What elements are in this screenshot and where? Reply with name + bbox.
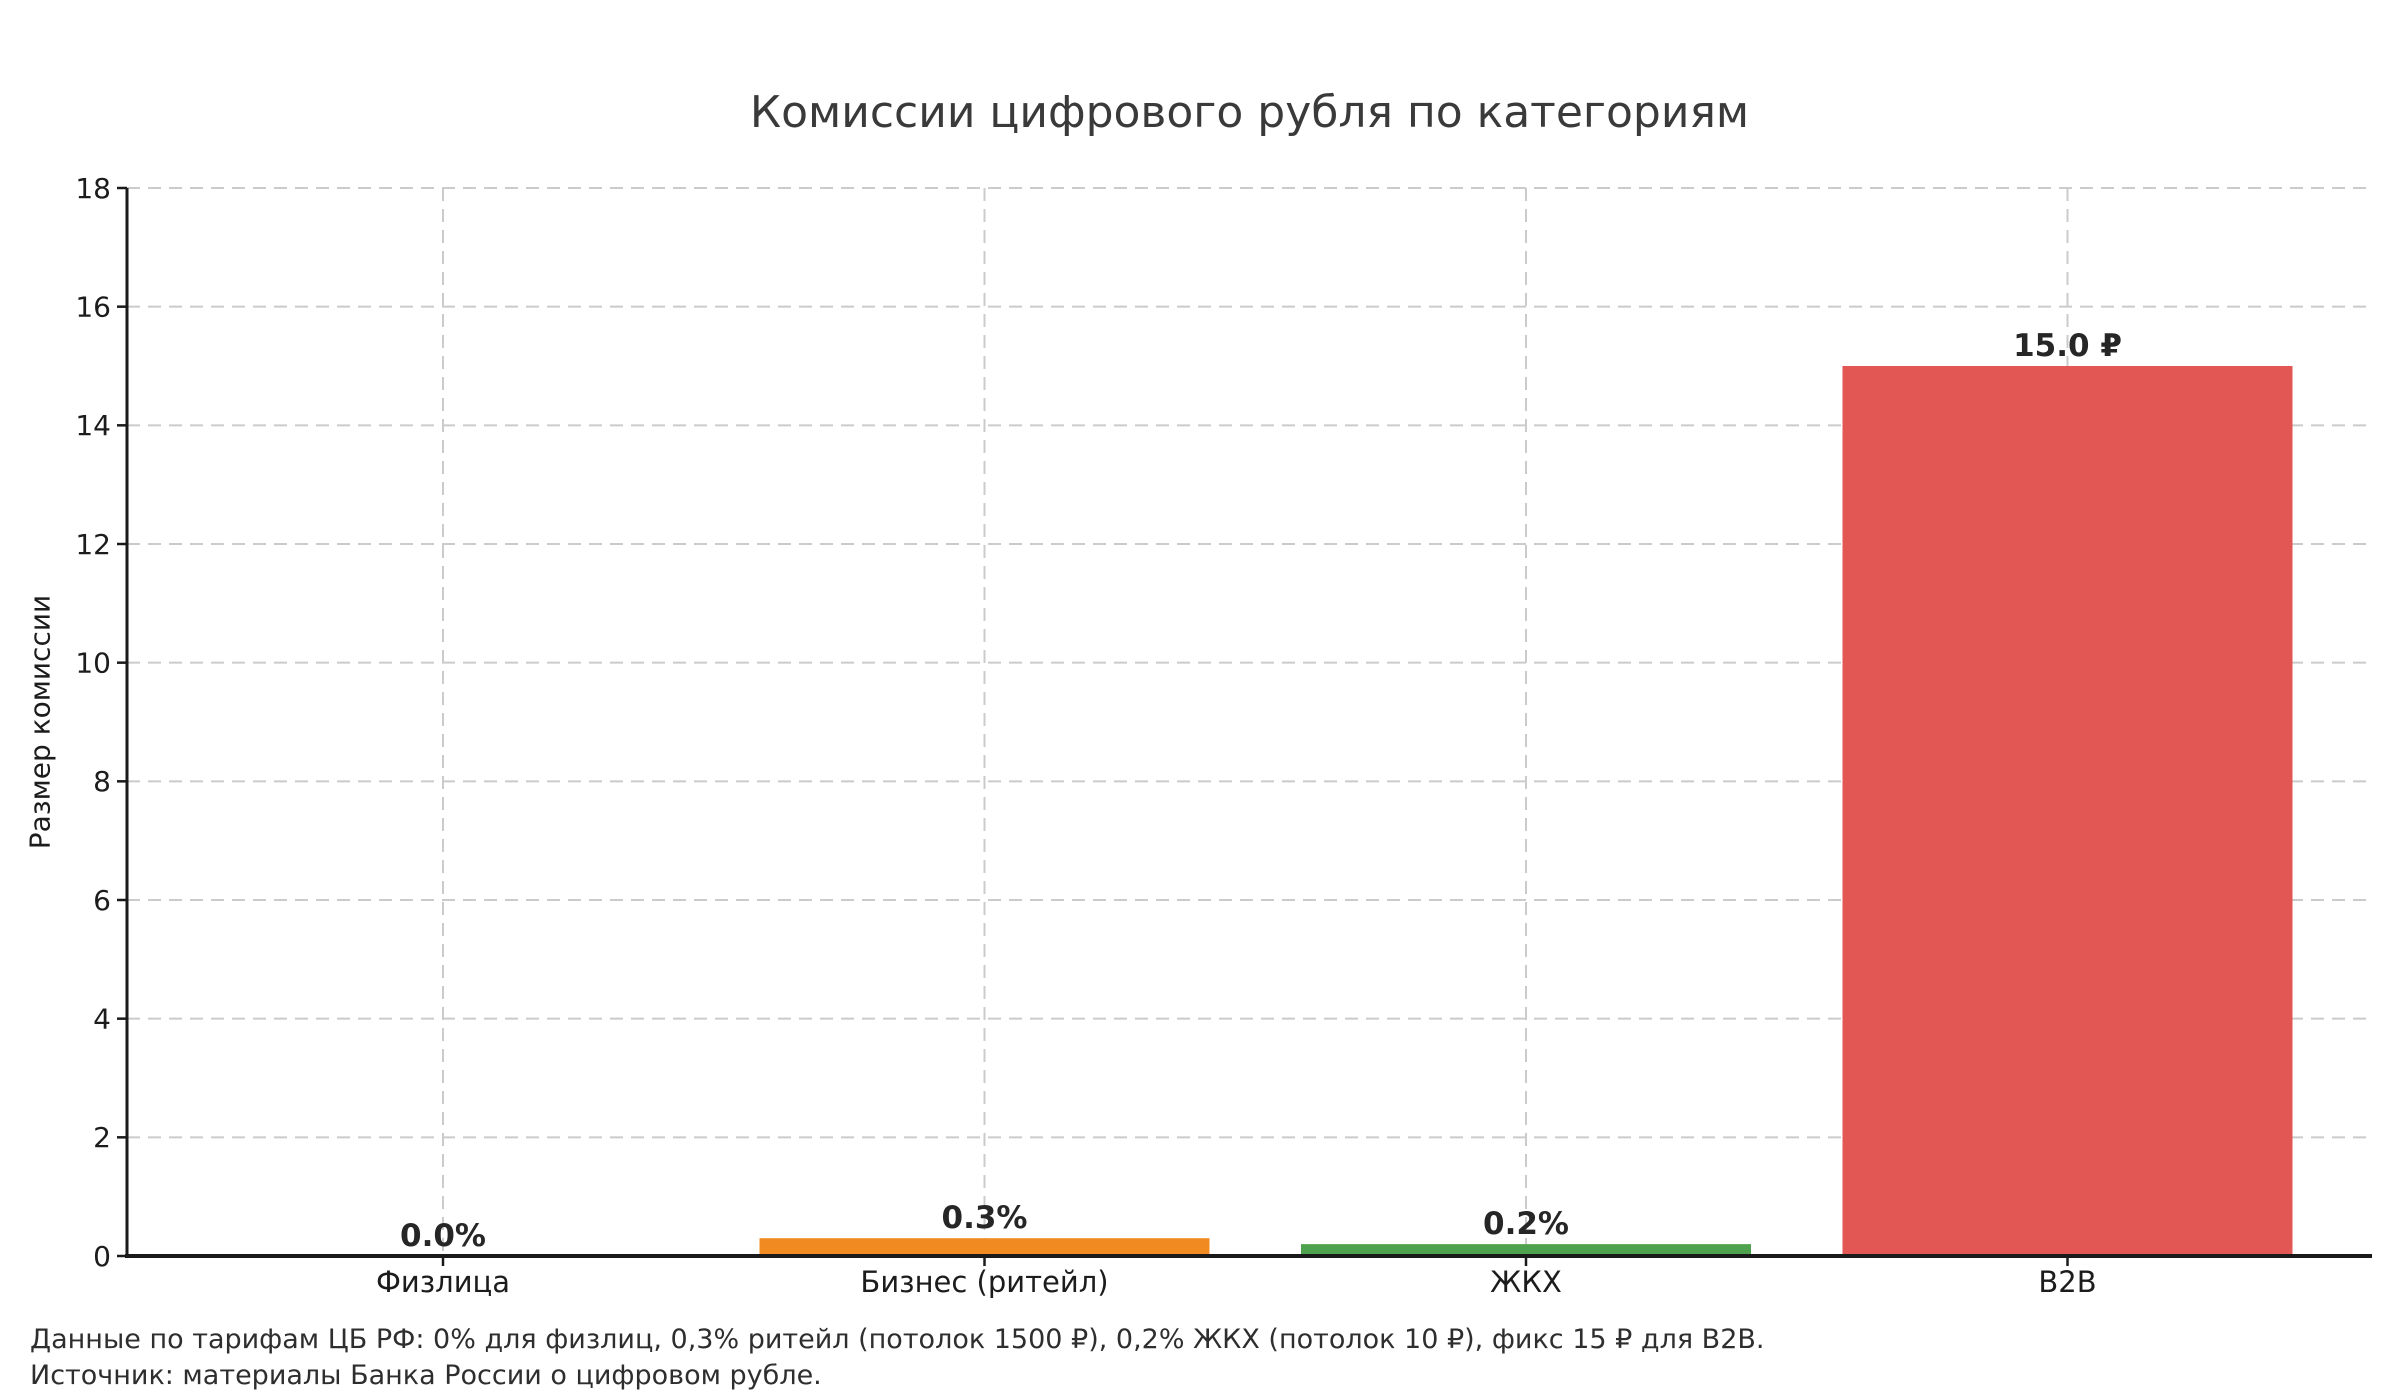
bar-value-label: 15.0 ₽ bbox=[2013, 328, 2122, 364]
y-tick-label: 10 bbox=[75, 646, 111, 679]
chart-title: Комиссии цифрового рубля по категориям bbox=[749, 87, 1750, 138]
x-tick-label: Бизнес (ритейл) bbox=[860, 1265, 1108, 1299]
bar bbox=[1301, 1244, 1751, 1256]
y-tick-label: 14 bbox=[75, 409, 111, 442]
y-tick-label: 6 bbox=[93, 884, 111, 917]
x-tick-label: B2B bbox=[2038, 1265, 2096, 1299]
bar-value-label: 0.2% bbox=[1483, 1206, 1569, 1242]
y-tick-label: 18 bbox=[75, 172, 111, 205]
y-tick-label: 12 bbox=[75, 528, 111, 561]
bar bbox=[1842, 366, 2293, 1256]
x-tick-label: ЖКХ bbox=[1490, 1265, 1562, 1299]
footnote-source-line: Источник: материалы Банка России о цифро… bbox=[30, 1360, 822, 1391]
footnote-data-line: Данные по тарифам ЦБ РФ: 0% для физлиц, … bbox=[30, 1324, 1765, 1355]
bar-value-label: 0.3% bbox=[942, 1200, 1028, 1236]
y-tick-label: 4 bbox=[93, 1002, 111, 1035]
y-tick-label: 2 bbox=[93, 1121, 111, 1154]
y-tick-label: 8 bbox=[93, 765, 111, 798]
x-tick-label: Физлица bbox=[376, 1265, 510, 1299]
y-tick-label: 16 bbox=[75, 290, 111, 323]
bar-value-label: 0.0% bbox=[400, 1218, 486, 1254]
y-tick-label: 0 bbox=[93, 1240, 111, 1273]
bar bbox=[759, 1238, 1210, 1256]
